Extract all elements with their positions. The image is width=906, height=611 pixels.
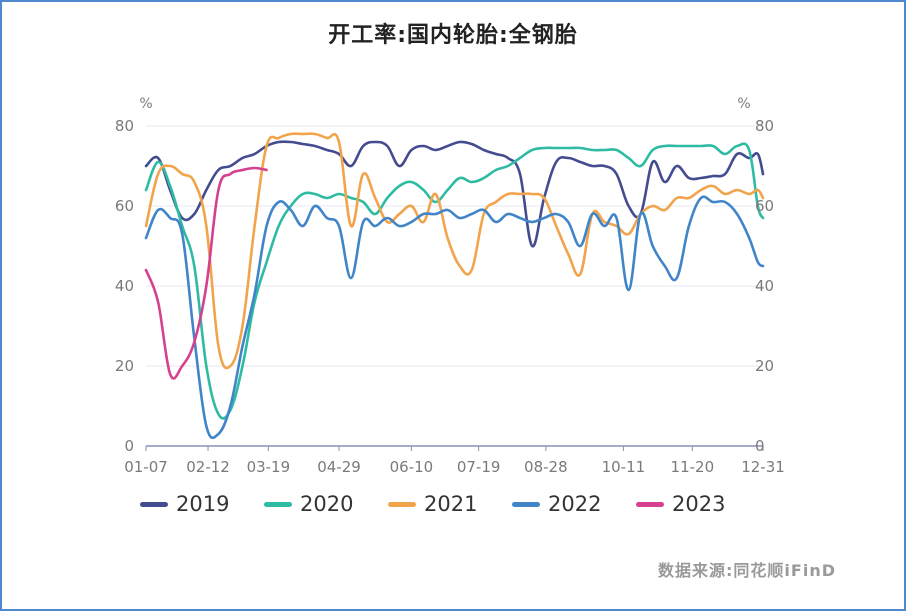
left-axis-unit: % — [139, 96, 152, 112]
axis-labels: % % 0 0 20 20 40 40 60 60 80 80 01-07 02-12 03-19 04-… — [115, 96, 785, 476]
x-tick-label: 04-29 — [317, 458, 361, 476]
y-tick-label-right: 0 — [755, 437, 765, 455]
x-tick-label: 06-10 — [390, 458, 434, 476]
y-tick-label-left: 0 — [124, 437, 134, 455]
y-tick-label-right: 80 — [755, 117, 774, 135]
series-line-2019 — [144, 140, 765, 248]
y-tick-label-left: 20 — [115, 357, 134, 375]
y-tick-label-right: 60 — [755, 197, 774, 215]
legend-label: 2020 — [300, 492, 354, 516]
right-axis-unit: % — [737, 96, 750, 112]
legend-label: 2019 — [176, 492, 230, 516]
legend-label: 2021 — [424, 492, 478, 516]
legend-label: 2022 — [548, 492, 602, 516]
data-source-note: 数据来源:同花顺iFinD — [658, 561, 836, 580]
x-tick-label: 02-12 — [186, 458, 230, 476]
legend-item-2023[interactable]: 2023 — [636, 487, 725, 521]
legend-item-2020[interactable]: 2020 — [264, 487, 353, 521]
series-lines — [144, 132, 765, 440]
x-tick-label: 12-31 — [741, 458, 785, 476]
chart-title: 开工率:国内轮胎:全钢胎 — [328, 23, 578, 48]
series-line-2022 — [144, 195, 765, 440]
series-line-2023 — [144, 166, 268, 380]
legend-item-2019[interactable]: 2019 — [140, 487, 229, 521]
legend: 2019 2020 2021 2022 2023 — [0, 487, 906, 521]
x-tick-label: 08-28 — [524, 458, 568, 476]
x-tick-label: 07-19 — [457, 458, 501, 476]
y-tick-label-left: 80 — [115, 117, 134, 135]
legend-swatch — [388, 501, 416, 507]
x-tick-label: 11-20 — [671, 458, 715, 476]
legend-label: 2023 — [672, 492, 726, 516]
x-tick-label: 10-11 — [602, 458, 646, 476]
y-tick-label-left: 40 — [115, 277, 134, 295]
legend-swatch — [636, 501, 664, 507]
grid-lines — [145, 125, 764, 451]
series-line-2021 — [144, 132, 765, 370]
y-tick-label-left: 60 — [115, 197, 134, 215]
x-tick-label: 03-19 — [247, 458, 291, 476]
series-line-2020 — [144, 142, 765, 420]
x-tick-label: 01-07 — [124, 458, 168, 476]
legend-swatch — [140, 501, 168, 507]
legend-swatch — [264, 501, 292, 507]
y-tick-label-right: 20 — [755, 357, 774, 375]
legend-item-2022[interactable]: 2022 — [512, 487, 601, 521]
legend-item-2021[interactable]: 2021 — [388, 487, 477, 521]
y-tick-label-right: 40 — [755, 277, 774, 295]
legend-swatch — [512, 501, 540, 507]
